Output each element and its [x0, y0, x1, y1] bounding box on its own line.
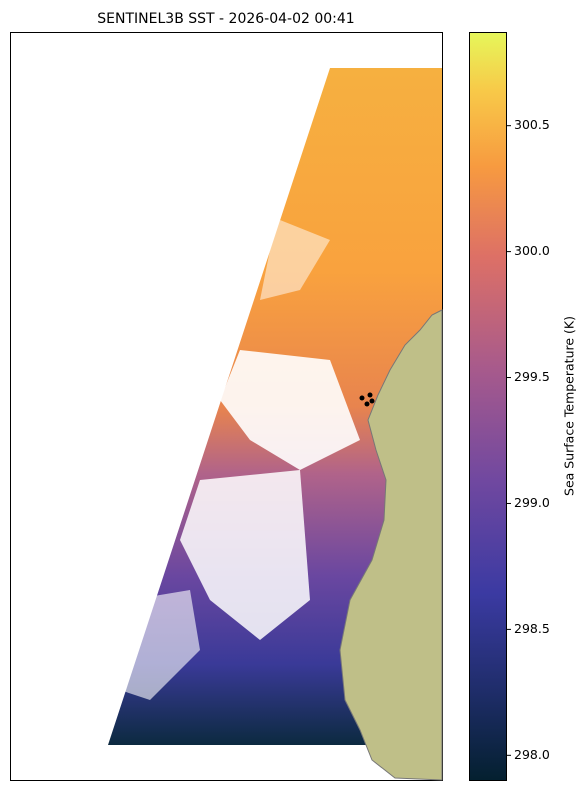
land	[339, 309, 443, 781]
data-gap	[220, 350, 360, 470]
colorbar-tick-label: 300.0	[514, 243, 550, 258]
colorbar-scale	[469, 32, 507, 781]
colorbar-tick-label: 298.0	[514, 747, 550, 762]
station	[369, 398, 375, 404]
station	[364, 401, 370, 407]
data-gap	[260, 220, 330, 300]
data-gap	[180, 470, 310, 640]
station-markers	[359, 392, 375, 407]
data-gap	[120, 590, 200, 700]
colorbar-label: Sea Surface Temperature (K)	[562, 316, 577, 496]
colorbar-tick-label: 299.5	[514, 369, 550, 384]
station	[359, 395, 365, 401]
colorbar: Sea Surface Temperature (K) 298.0 298.5 29…	[469, 32, 577, 781]
station	[367, 392, 373, 398]
colorbar-tick-label: 300.5	[514, 117, 550, 132]
colorbar-tick-label: 299.0	[514, 495, 550, 510]
colorbar-tick-label: 298.5	[514, 621, 550, 636]
map-area	[10, 32, 443, 781]
map-title: SENTINEL3B SST - 2026-04-02 00:41	[97, 11, 354, 27]
